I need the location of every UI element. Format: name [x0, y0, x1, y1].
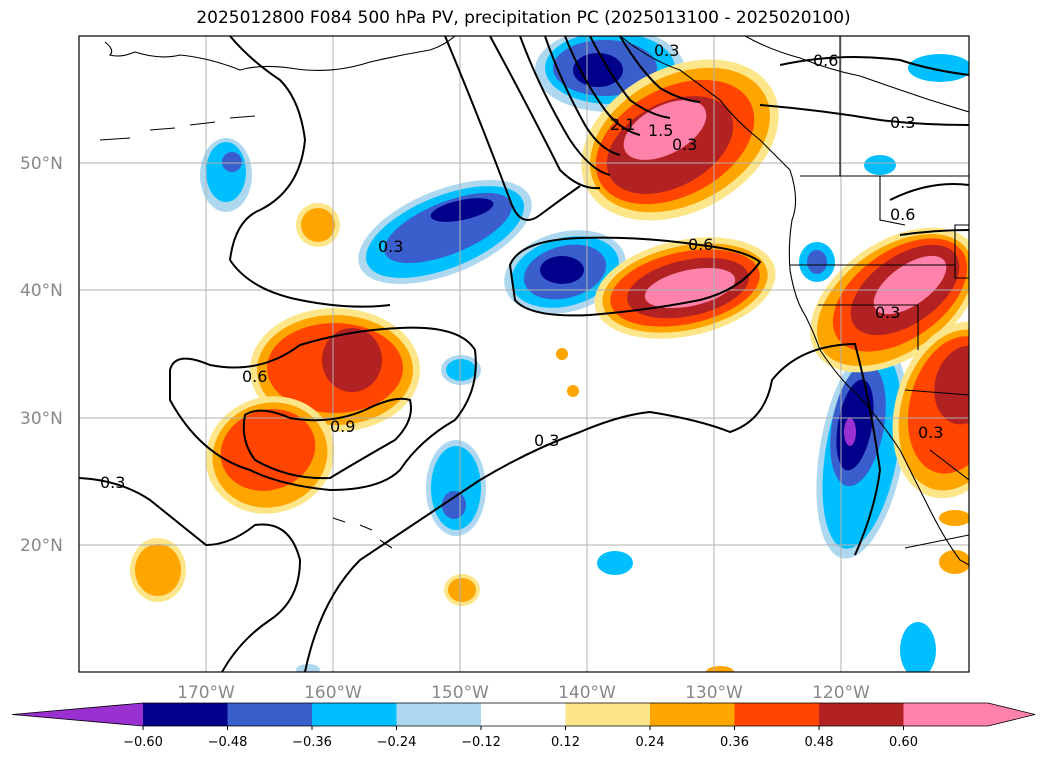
neg-anomaly-bottom: [296, 664, 320, 672]
contour-label: 0.3: [875, 303, 900, 322]
contour-label: 0.6: [813, 51, 838, 70]
longitude-labels: 170°W 160°W 150°W 140°W 130°W 120°W: [177, 683, 870, 703]
pos-anomaly-dot-1: [556, 348, 568, 360]
colorbar-arrow-left: [12, 703, 143, 726]
colorbar-segment: [143, 703, 228, 726]
pos-anomaly-baja-1: [939, 510, 969, 526]
colorbar-tick-label: 0.36: [720, 735, 749, 750]
contour-label: 0.3: [534, 431, 559, 450]
pv-contours: [79, 36, 969, 672]
contour-label: 0.6: [688, 235, 713, 254]
pos-anomaly-40n-130w: [594, 237, 776, 339]
lat-label: 30°N: [20, 409, 63, 429]
lon-label: 150°W: [431, 683, 489, 703]
colorbar-segment: [903, 703, 989, 726]
contour-label: 0.3: [918, 423, 943, 442]
contour-label: 2.1: [610, 115, 635, 134]
latitude-labels: 50°N 40°N 30°N 20°N: [20, 154, 63, 556]
contour-label: 0.3: [654, 41, 679, 60]
gridlines: [79, 36, 969, 672]
lat-label: 40°N: [20, 281, 63, 301]
contour-label: 0.6: [242, 367, 267, 386]
neg-anomaly-41n-142w: [504, 230, 626, 314]
colorbar-segment: [396, 703, 482, 726]
colorbar-tick-label: 0.24: [636, 735, 665, 750]
lat-label: 50°N: [20, 154, 63, 174]
colorbar-tick-label: −0.24: [377, 735, 417, 750]
lon-label: 140°W: [558, 683, 616, 703]
colorbar-segment: [565, 703, 651, 726]
pos-anomaly-bottom: [706, 666, 734, 672]
lon-label: 170°W: [177, 683, 235, 703]
pos-anomaly-dot-2: [567, 385, 579, 397]
lon-label: 130°W: [685, 683, 743, 703]
neg-anomaly-19n-139w: [597, 551, 633, 575]
contour-label: 1.5: [648, 121, 673, 140]
coastlines: [99, 36, 969, 566]
map-frame: [78, 35, 970, 673]
colorbar-tick-label: 0.48: [805, 735, 834, 750]
neg-anomaly-35n-149w: [441, 355, 481, 385]
lon-label: 160°W: [304, 683, 362, 703]
contour-label: 0.3: [890, 113, 915, 132]
colorbar-segment: [819, 703, 904, 726]
colorbar: −0.60 −0.48 −0.36 −0.24 −0.12 0.12 0.24 0.36 0.4…: [11, 702, 1036, 750]
contour-label: 0.3: [672, 135, 697, 154]
colorbar-tick-label: −0.12: [461, 735, 501, 750]
neg-anomaly-45n-150w: [358, 179, 532, 285]
colorbar-segment: [734, 703, 820, 726]
pos-anomaly-southwest-us: [892, 321, 969, 499]
colorbar-tick-label: 0.12: [551, 735, 580, 750]
contour-labels: 0.6 0.3 0.6 0.3 0.6 0.3 0.9 0.3 0.3 0.6 …: [100, 41, 943, 492]
contour-label: 0.3: [100, 473, 125, 492]
colorbar-tick-label: 0.60: [889, 735, 918, 750]
neg-anomaly-montana: [864, 155, 896, 175]
lat-label: 20°N: [20, 536, 63, 556]
colorbar-arrow-right: [988, 703, 1035, 726]
contour-label: 0.3: [378, 237, 403, 256]
neg-anomaly-mexico: [900, 622, 936, 672]
colorbar-tick-label: −0.60: [123, 735, 163, 750]
colorbar-tick-label: −0.48: [208, 735, 248, 750]
pos-anomaly-baja-2: [939, 550, 969, 574]
pos-anomaly-16n-150w: [444, 574, 480, 606]
neg-anomaly-25n-150w: [426, 440, 486, 536]
contour-label: 0.6: [890, 205, 915, 224]
pos-anomaly-44n-161w: [296, 203, 340, 247]
lon-label: 120°W: [812, 683, 870, 703]
colorbar-segment: [650, 703, 735, 726]
contour-label: 0.9: [330, 417, 355, 436]
neg-anomaly-50n-168w: [200, 138, 252, 212]
colorbar-segment: [227, 703, 313, 726]
colorbar-tick-label: −0.36: [292, 735, 332, 750]
pos-anomaly-western-us: [810, 227, 969, 373]
neg-anomaly-canada: [908, 54, 969, 82]
colorbar-segment: [481, 703, 566, 726]
colorbar-segment: [312, 703, 397, 726]
pos-anomaly-18n-161w: [130, 538, 186, 602]
map-title: 2025012800 F084 500 hPa PV, precipitatio…: [196, 8, 851, 28]
